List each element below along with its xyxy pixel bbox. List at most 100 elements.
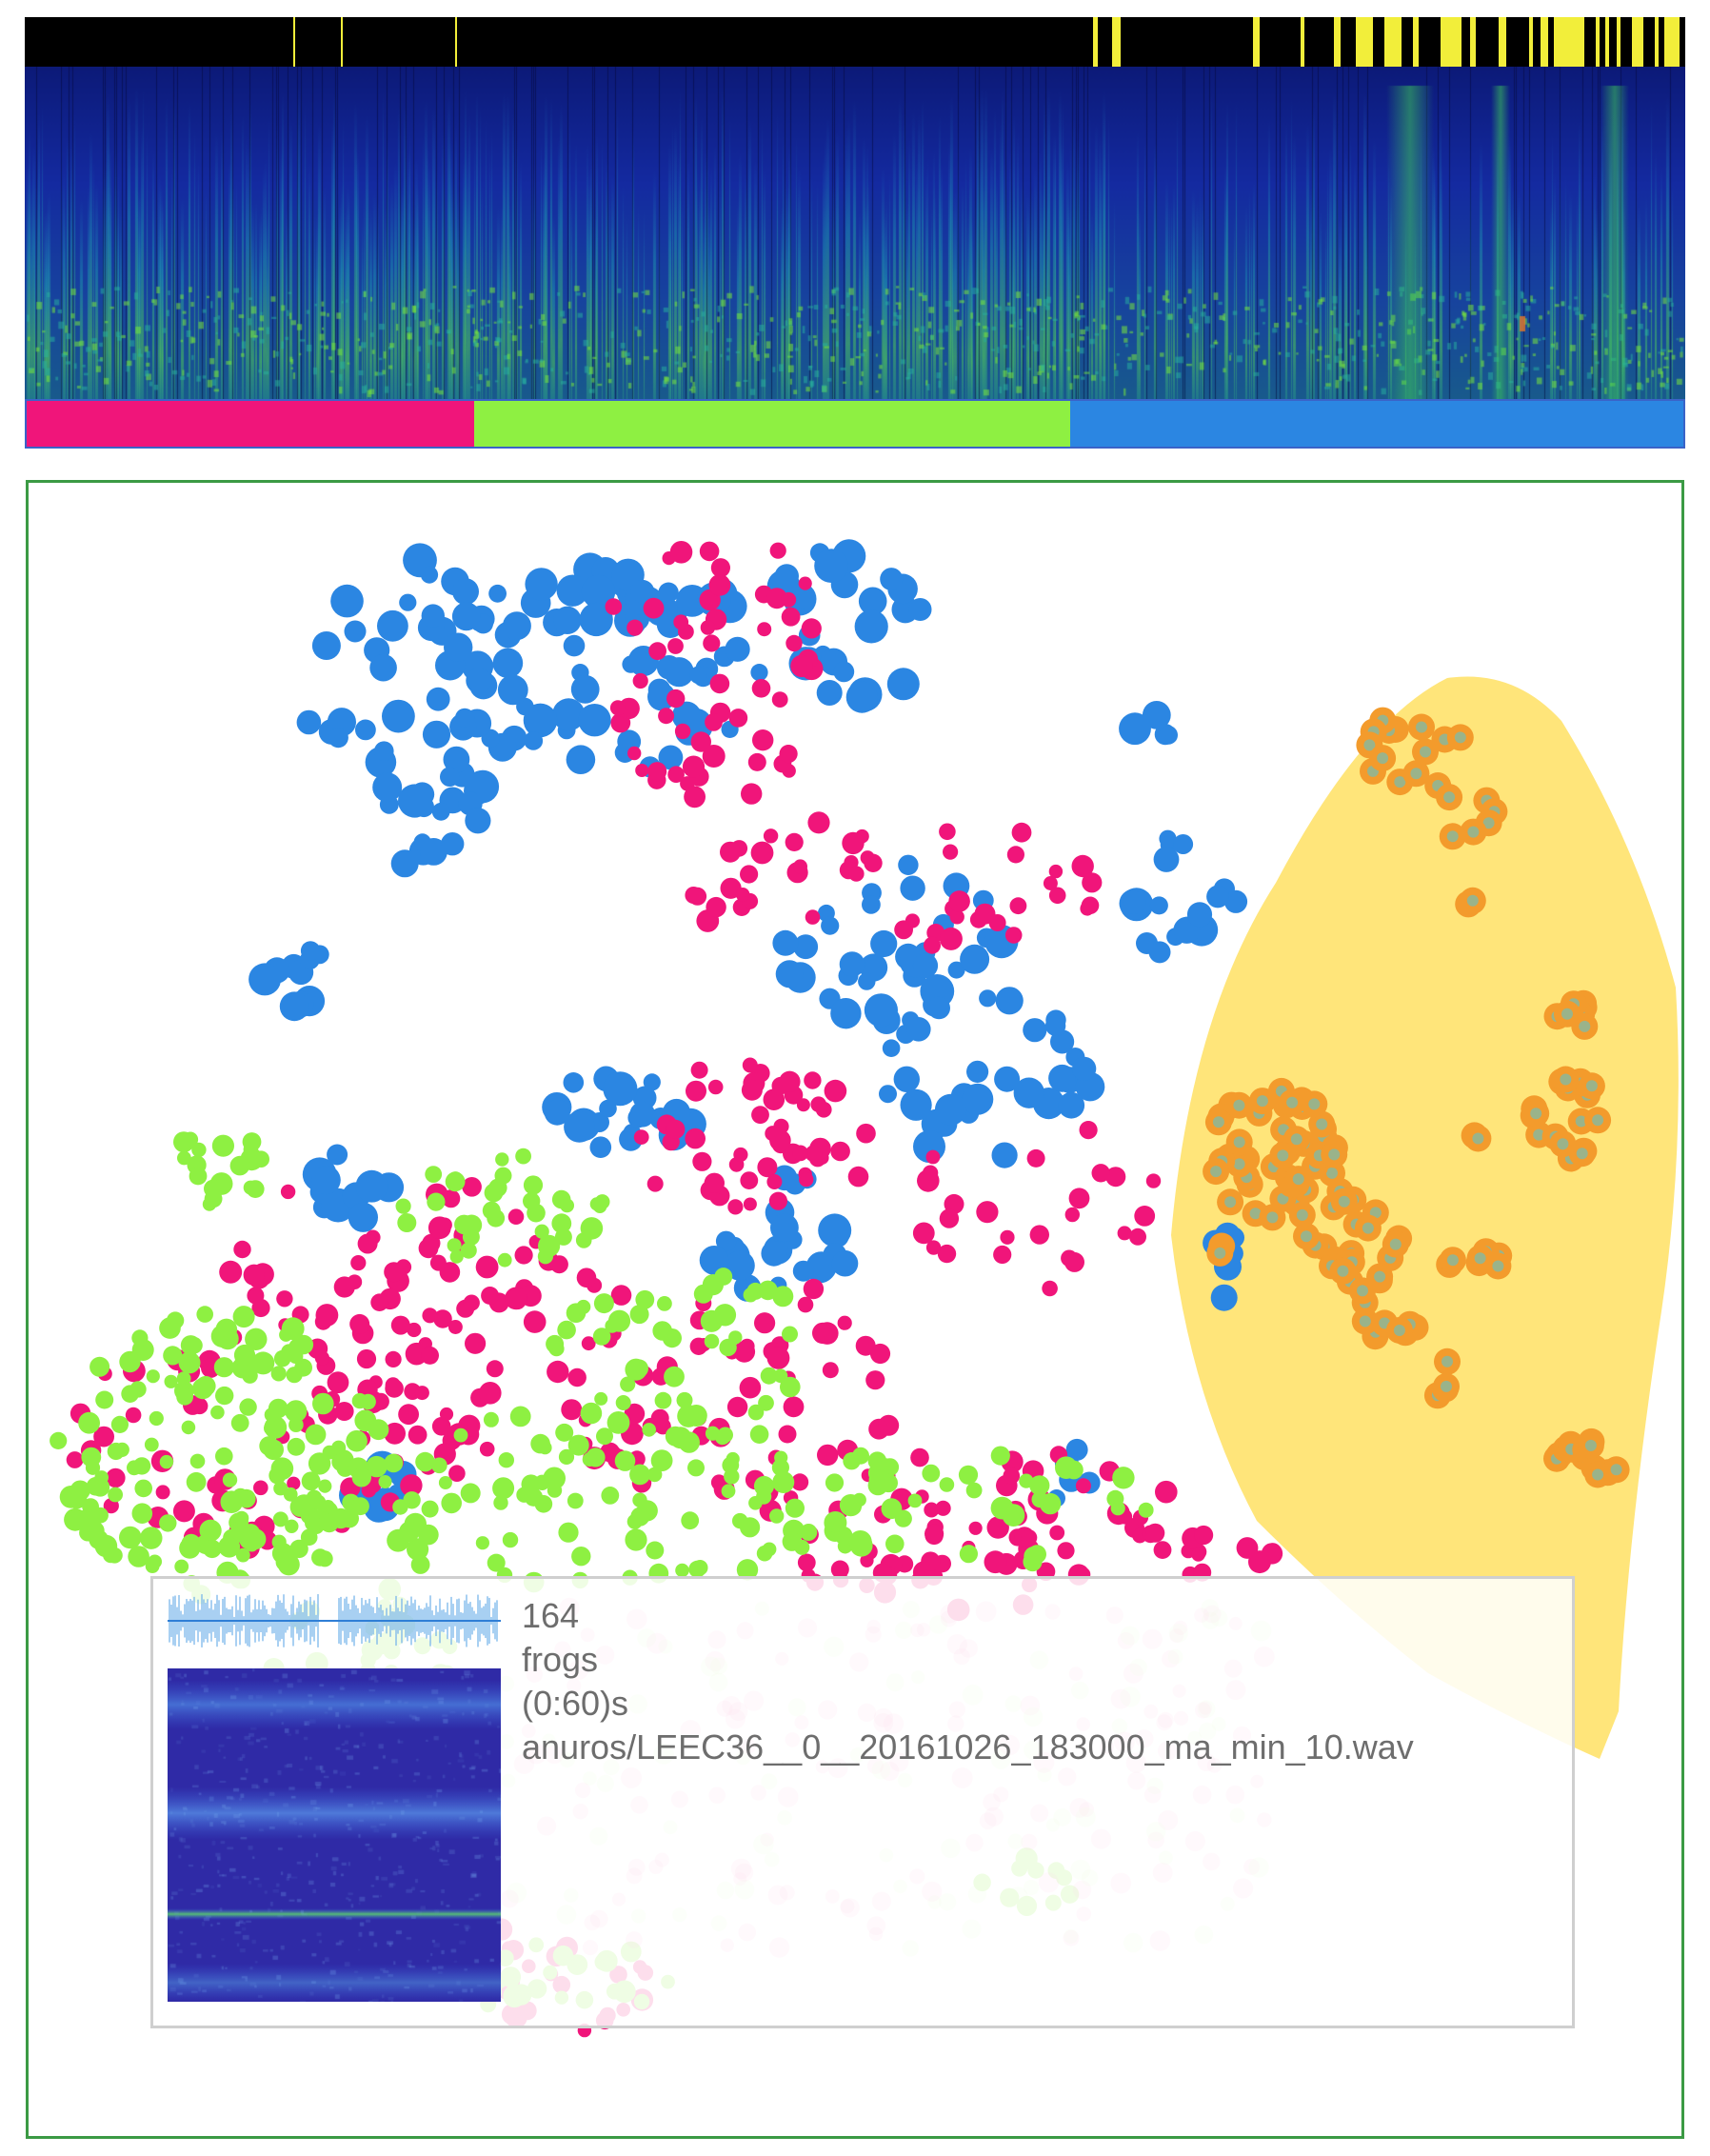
scatter-point-blue bbox=[1058, 1091, 1085, 1119]
scatter-point-blue bbox=[908, 598, 932, 621]
scatter-point-pink bbox=[778, 1425, 797, 1444]
scatter-point-pink bbox=[986, 1516, 1009, 1539]
scatter-point-green bbox=[397, 1213, 417, 1232]
scatter-point-pink bbox=[605, 598, 623, 615]
scatter-point-green bbox=[281, 1317, 305, 1341]
scatter-point-blue bbox=[399, 593, 417, 611]
scatter-point-green bbox=[229, 1155, 250, 1176]
scatter-point-green bbox=[268, 1467, 287, 1485]
selection-mark bbox=[1356, 17, 1373, 67]
scatter-point-pink bbox=[428, 1216, 451, 1240]
scatter-point-blue bbox=[444, 632, 473, 662]
scatter-point-blue bbox=[563, 634, 586, 657]
scatter-point-pink bbox=[632, 672, 648, 689]
selection-timeline[interactable] bbox=[25, 17, 1685, 67]
scatter-point-green bbox=[310, 1494, 327, 1510]
scatter-point-blue bbox=[991, 1142, 1018, 1168]
scatter-point-green bbox=[181, 1420, 196, 1435]
scatter-point-green bbox=[460, 1242, 477, 1259]
scatter-point-pink bbox=[939, 823, 956, 841]
scatter-point-pink bbox=[654, 1418, 671, 1435]
scatter-point-pink bbox=[798, 576, 812, 590]
scatter-point-blue bbox=[979, 989, 997, 1008]
scatter-point-pink bbox=[792, 1145, 808, 1162]
scatter-point-pink bbox=[948, 890, 970, 912]
scatter-point-green bbox=[129, 1381, 147, 1398]
scatter-point-pink bbox=[817, 1444, 839, 1467]
selected-point-core bbox=[1214, 1247, 1226, 1259]
scatter-point-pink bbox=[1155, 1480, 1178, 1504]
scatter-point-pink bbox=[968, 1521, 983, 1535]
scatter-point-green bbox=[438, 1476, 452, 1489]
scatter-point-blue bbox=[833, 661, 855, 683]
scatter-point-blue bbox=[1149, 896, 1168, 915]
scatter-point-pink bbox=[1248, 1550, 1271, 1574]
scatter-point-green bbox=[271, 1534, 287, 1549]
selection-mark bbox=[1655, 17, 1659, 67]
selected-point-core bbox=[1292, 1173, 1304, 1186]
scatter-point-green bbox=[144, 1437, 159, 1452]
scatter-point-blue bbox=[1013, 1077, 1045, 1108]
scatter-point-pink bbox=[1026, 1148, 1045, 1168]
scatter-point-pink bbox=[793, 859, 807, 874]
scatter-point-green bbox=[128, 1546, 149, 1567]
scatter-point-green bbox=[758, 1394, 774, 1411]
scatter-point-blue bbox=[775, 960, 804, 988]
scatter-point-green bbox=[230, 1413, 249, 1432]
scatter-point-pink bbox=[864, 853, 883, 872]
scatter-point-pink bbox=[781, 591, 797, 608]
scatter-point-green bbox=[523, 1175, 544, 1195]
scatter-point-pink bbox=[783, 1396, 805, 1418]
scatter-point-green bbox=[800, 1524, 818, 1541]
scatter-point-blue bbox=[900, 1088, 932, 1121]
scatter-point-blue bbox=[912, 952, 939, 979]
scatter-point-blue bbox=[455, 708, 475, 728]
scatter-point-pink bbox=[939, 927, 963, 950]
scatter-point-pink bbox=[1071, 854, 1094, 878]
scatter-point-green bbox=[780, 1376, 801, 1398]
waveform-icon bbox=[168, 1594, 501, 1647]
selection-mark bbox=[1334, 17, 1341, 67]
scatter-point-pink bbox=[740, 1171, 759, 1189]
scatter-point-pink bbox=[658, 708, 675, 725]
selection-mark bbox=[1605, 17, 1609, 67]
scatter-point-green bbox=[89, 1356, 110, 1377]
scatter-point-green bbox=[538, 1234, 561, 1257]
scatter-point-pink bbox=[315, 1304, 339, 1327]
scatter-point-green bbox=[312, 1392, 334, 1415]
class-label-bar[interactable] bbox=[25, 399, 1685, 449]
scatter-point-green bbox=[251, 1351, 275, 1375]
scatter-point-green bbox=[166, 1311, 185, 1329]
scatter-point-pink bbox=[280, 1184, 296, 1200]
scatter-point-blue bbox=[441, 832, 465, 856]
scatter-point-blue bbox=[369, 653, 397, 682]
scatter-point-pink bbox=[949, 909, 964, 925]
scatter-point-blue bbox=[355, 1169, 388, 1203]
scatter-point-pink bbox=[1153, 1541, 1172, 1559]
scatter-point-blue bbox=[1210, 1284, 1238, 1311]
scatter-point-pink bbox=[801, 618, 822, 639]
hover-info-text: 164 frogs (0:60)s anuros/LEEC36__0__2016… bbox=[522, 1594, 1414, 1769]
scatter-point-blue bbox=[440, 767, 460, 787]
scatter-point-pink bbox=[735, 888, 750, 902]
label-segment-pink[interactable] bbox=[27, 401, 474, 447]
scatter-point-green bbox=[176, 1387, 194, 1406]
scatter-point-green bbox=[606, 1411, 630, 1434]
scatter-point-green bbox=[320, 1513, 339, 1533]
spectrogram-view[interactable] bbox=[25, 67, 1685, 399]
scatter-point-green bbox=[1029, 1475, 1050, 1496]
label-segment-green[interactable] bbox=[473, 401, 1071, 447]
scatter-point-pink bbox=[1048, 864, 1064, 879]
label-segment-blue[interactable] bbox=[1070, 401, 1683, 447]
scatter-point-pink bbox=[785, 634, 803, 652]
scatter-point-pink bbox=[549, 1255, 568, 1274]
scatter-point-blue bbox=[563, 1072, 585, 1093]
scatter-point-blue bbox=[658, 582, 679, 603]
scatter-point-green bbox=[277, 1553, 300, 1576]
scatter-point-green bbox=[210, 1325, 234, 1348]
lasso-selection-region[interactable] bbox=[1171, 676, 1679, 1759]
scatter-point-blue bbox=[831, 1249, 859, 1277]
scatter-point-green bbox=[174, 1559, 189, 1574]
scatter-point-blue bbox=[858, 972, 876, 990]
scatter-point-green bbox=[301, 1471, 321, 1491]
